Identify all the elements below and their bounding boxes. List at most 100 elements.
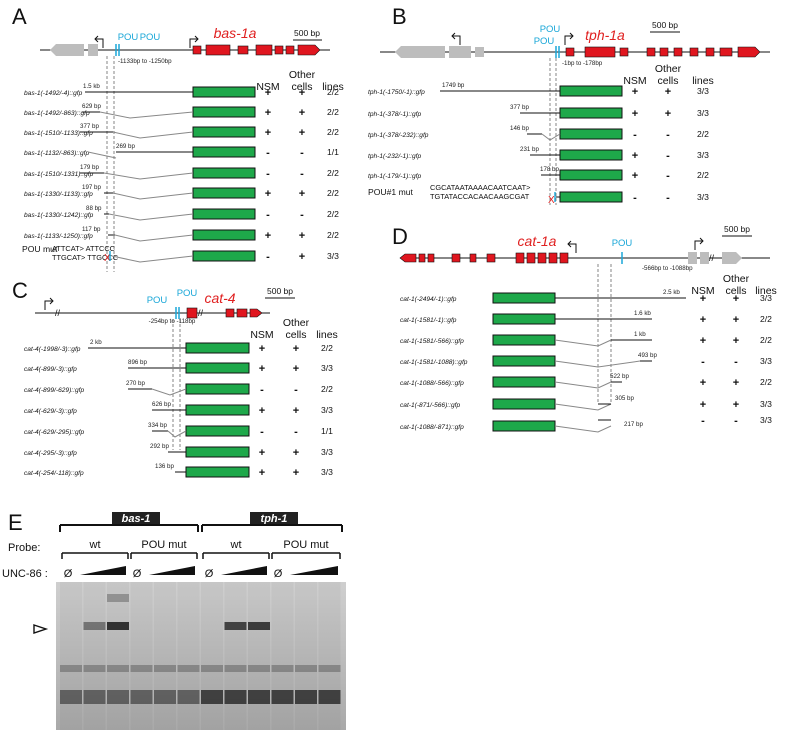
nsm-result: + [259, 405, 265, 417]
tss-arrowhead [94, 35, 99, 43]
panel-a-gene-name: bas-1a [214, 25, 257, 41]
unc86-label: UNC-86 : [2, 568, 48, 580]
deletion-link [111, 255, 194, 263]
exon-red [646, 47, 656, 57]
fragment-size: 1 kb [634, 331, 646, 338]
fragment-size: 522 bp [610, 373, 629, 380]
fragment-size: 896 bp [128, 359, 147, 366]
deletion-link [87, 151, 117, 159]
lines-result: 2/2 [327, 87, 339, 97]
nonspecific-band [107, 665, 129, 672]
gfp-box [185, 425, 250, 437]
construct-name: tph-1(-378/-232)::gfp [368, 132, 429, 139]
nsm-result: + [632, 170, 638, 182]
gfp-box [192, 146, 256, 158]
construct-name: cat-1(-1581/-1088)::gfp [400, 359, 468, 366]
nsm-result: + [700, 335, 706, 347]
cells-header: cells [291, 81, 312, 93]
exon-red [205, 44, 231, 56]
other-result: + [299, 107, 305, 119]
nonspecific-band [224, 665, 247, 672]
exon-red [237, 45, 249, 55]
nonspecific-band [248, 665, 270, 672]
exon-red [584, 46, 616, 58]
gfp-box [192, 229, 256, 241]
break-mark: // [55, 308, 61, 318]
gfp-box [185, 383, 250, 395]
other-result: - [666, 150, 670, 162]
nsm-result: + [259, 447, 265, 459]
exon-red [255, 44, 273, 56]
construct-name: bas-1(-1133/-1250)::gfp [24, 233, 93, 240]
nsm-result: - [266, 168, 270, 180]
exon-red [274, 45, 284, 55]
panel-d-letter: D [392, 224, 408, 249]
gene-header-bg [250, 512, 298, 525]
nsm-result: + [259, 363, 265, 375]
cells-header: cells [285, 329, 306, 341]
panel-c-pou1-label: POU [147, 295, 168, 306]
gfp-box [559, 107, 623, 119]
nsm-result: - [266, 209, 270, 221]
free-probe-band [295, 690, 317, 704]
exon-red [659, 47, 669, 57]
deletion-link [554, 339, 612, 347]
panel-c-gene-name: cat-4 [204, 290, 235, 306]
deletion-link [112, 192, 194, 200]
free-probe-band [60, 690, 82, 704]
other-result: + [733, 377, 739, 389]
unc86-gradient-wedge [80, 566, 126, 575]
deletion-link [554, 360, 641, 368]
nsm-result: + [259, 343, 265, 355]
nonspecific-band [295, 665, 317, 672]
deletion-link [151, 388, 187, 396]
other-result: + [293, 405, 299, 417]
gfp-box [192, 250, 256, 262]
unc86-gradient-wedge [290, 566, 338, 575]
tss-arrowhead [451, 32, 456, 40]
tss-arrow [95, 38, 104, 48]
break-mark: // [198, 308, 204, 318]
tss-arrowhead [699, 237, 704, 245]
nsm-result: - [266, 147, 270, 159]
panel-c-scale-label: 500 bp [267, 286, 293, 296]
lines-result: 3/3 [327, 251, 339, 261]
construct-name: cat-1(-1088/-566)::gfp [400, 380, 464, 387]
free-probe-band [177, 690, 200, 704]
tss-arrow [564, 35, 573, 45]
panel-e-letter: E [8, 510, 23, 535]
deletion-link [99, 111, 194, 119]
exon-red [225, 308, 235, 318]
lines-result: 3/3 [697, 192, 709, 202]
exon-gray [88, 44, 98, 56]
free-probe-band [201, 690, 223, 704]
tss-arrowhead [569, 32, 574, 40]
panel-a-scale-label: 500 bp [294, 28, 320, 38]
fragment-size: 292 bp [150, 443, 169, 450]
free-probe-band [248, 690, 270, 704]
gfp-box [185, 446, 250, 458]
construct-name: bas-1(-1510/-1331)::gfp [24, 171, 94, 178]
empty-lane-symbol: Ø [64, 568, 73, 580]
other-result: + [665, 108, 671, 120]
lines-result: 2/2 [327, 230, 339, 240]
probe-label: Probe: [8, 542, 40, 554]
gfp-box [192, 86, 256, 98]
gfp-box [192, 187, 256, 199]
lines-result: 3/3 [760, 415, 772, 425]
construct-name: cat-1(-1088/-871)::gfp [400, 424, 464, 431]
gfp-box [192, 126, 256, 138]
nsm-result: + [632, 86, 638, 98]
unc86-gradient-wedge [221, 566, 267, 575]
panel-c-region-label: -254bp to -118bp [149, 318, 196, 325]
gfp-box [559, 169, 623, 181]
nonspecific-band [130, 665, 153, 672]
other-result: - [666, 170, 670, 182]
lines-result: 2/2 [321, 343, 333, 353]
free-probe-band [83, 690, 106, 704]
probe-name: wt [230, 539, 242, 551]
nsm-header: NSM [691, 285, 714, 297]
nsm-result: + [632, 150, 638, 162]
construct-name: cat-4(-629/-3)::gfp [24, 408, 77, 415]
lines-result: 2/2 [697, 170, 709, 180]
